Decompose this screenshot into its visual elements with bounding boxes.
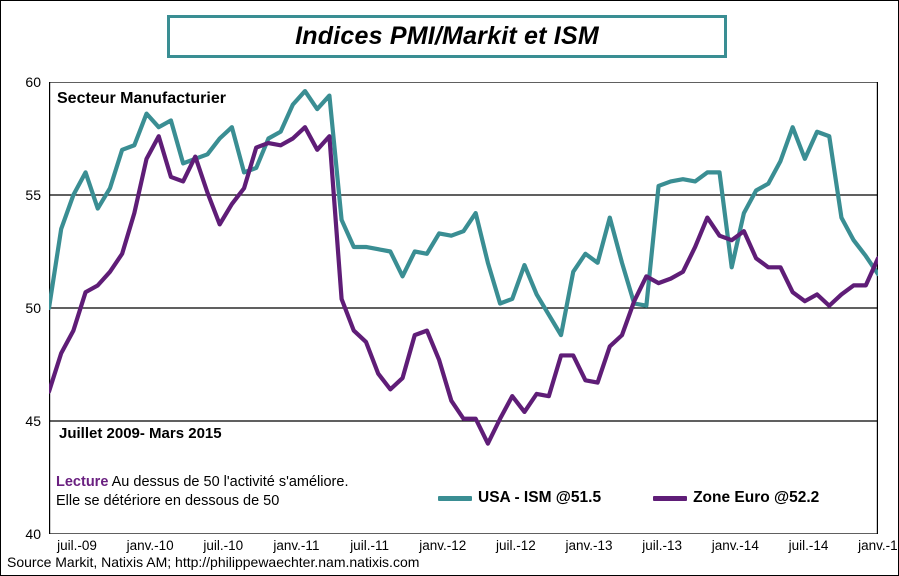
source-note: Source Markit, Natixis AM; http://philip… xyxy=(7,554,420,570)
plot-area xyxy=(49,82,878,534)
legend-swatch-icon xyxy=(438,495,472,501)
y-axis-label: 50 xyxy=(25,300,41,316)
annotation-sector: Secteur Manufacturier xyxy=(57,90,226,107)
y-axis-label: 40 xyxy=(25,526,41,542)
legend-item-usa-ism: USA - ISM @51.5 xyxy=(438,489,601,507)
series-line-usa-ism xyxy=(49,88,878,338)
annotation-lecture-keyword: Lecture xyxy=(56,474,109,490)
y-axis-label: 45 xyxy=(25,413,41,429)
x-axis-label: janv.-11 xyxy=(273,538,320,553)
annotation-lecture-text1: Au dessus de 50 l'activité s'améliore. xyxy=(108,474,349,490)
annotation-lecture-line1: Lecture Au dessus de 50 l'activité s'amé… xyxy=(56,473,348,492)
x-axis-label: juil.-10 xyxy=(203,538,244,553)
chart-canvas xyxy=(49,82,878,534)
legend-label: Zone Euro @52.2 xyxy=(693,489,820,506)
legend-swatch-icon xyxy=(653,495,688,501)
x-axis-label: juil.-12 xyxy=(495,538,536,553)
chart-title-box: Indices PMI/Markit et ISM xyxy=(167,15,727,58)
x-axis-label: juil.-09 xyxy=(57,538,97,553)
legend-label: USA - ISM @51.5 xyxy=(478,489,602,506)
annotation-lecture: Lecture Au dessus de 50 l'activité s'amé… xyxy=(56,473,348,511)
x-axis-label: janv.-13 xyxy=(565,538,613,553)
y-axis-label: 60 xyxy=(25,74,41,90)
chart-legend: USA - ISM @51.5 Zone Euro @52.2 xyxy=(438,489,819,507)
annotation-period: Juillet 2009- Mars 2015 xyxy=(59,425,222,442)
x-axis-label: juil.-11 xyxy=(350,538,389,553)
page-title: Indices PMI/Markit et ISM xyxy=(295,22,599,50)
x-axis-label: juil.-13 xyxy=(642,538,683,553)
x-axis-label: janv.-12 xyxy=(419,538,467,553)
y-axis-label: 55 xyxy=(25,187,41,203)
annotation-lecture-line2: Elle se détériore en dessous de 50 xyxy=(56,493,280,509)
x-axis-label: juil.-14 xyxy=(788,538,829,553)
x-axis-label: janv.-10 xyxy=(126,538,174,553)
legend-item-zone-euro: Zone Euro @52.2 xyxy=(653,489,819,507)
x-axis-label: janv.-14 xyxy=(711,538,759,553)
series-line-zone-euro xyxy=(49,125,878,446)
x-axis-label: janv.-15 xyxy=(858,538,898,553)
